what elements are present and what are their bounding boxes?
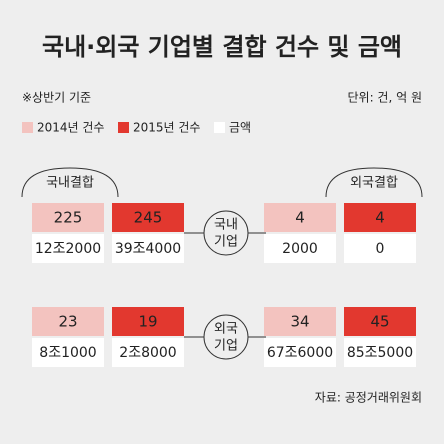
row-label: 외국 <box>214 322 238 337</box>
amount-cell <box>112 234 184 263</box>
amount-cell <box>32 338 104 367</box>
legend-swatch <box>214 122 225 133</box>
source: 자료: 공정거래위원회 <box>315 391 422 405</box>
amount: 8조1000 <box>39 345 96 361</box>
legend-label: 금액 <box>229 121 251 135</box>
count: 19 <box>138 313 157 331</box>
amount: 2조8000 <box>119 345 176 361</box>
amount-cell <box>112 338 184 367</box>
unit: 단위: 건, 억 원 <box>347 91 422 105</box>
legend-swatch <box>22 122 33 133</box>
group-bracket <box>325 167 423 198</box>
amount-cell <box>264 234 336 263</box>
row-label: 기업 <box>214 235 238 250</box>
group-label: 국내결합 <box>46 176 94 191</box>
amount-cell <box>264 338 336 367</box>
group-label: 외국결합 <box>350 176 398 191</box>
amount-cell <box>344 234 416 263</box>
count-cell <box>344 203 416 232</box>
amount-cell <box>32 234 104 263</box>
amount: 2000 <box>282 241 318 257</box>
count-cell <box>112 203 184 232</box>
amount-cell <box>344 338 416 367</box>
count-cell <box>264 307 336 336</box>
note: ※상반기 기준 <box>22 91 91 105</box>
center-circle <box>203 210 249 256</box>
amount: 39조4000 <box>115 241 181 257</box>
row-label: 기업 <box>214 339 238 354</box>
amount: 67조6000 <box>267 345 333 361</box>
count: 23 <box>58 313 77 331</box>
count: 225 <box>54 209 83 227</box>
count-cell <box>32 203 104 232</box>
count-cell <box>32 307 104 336</box>
legend-swatch <box>118 122 129 133</box>
count-cell <box>264 203 336 232</box>
count: 4 <box>375 209 385 227</box>
center-circle <box>203 314 249 360</box>
amount: 12조2000 <box>35 241 101 257</box>
legend-label: 2014년 건수 <box>37 121 104 135</box>
count-cell <box>112 307 184 336</box>
row-label: 국내 <box>214 218 238 233</box>
title: 국내·외국 기업별 결합 건수 및 금액 <box>42 33 402 61</box>
group-bracket <box>21 167 119 198</box>
count-cell <box>344 307 416 336</box>
amount: 0 <box>376 241 385 257</box>
count: 34 <box>290 313 309 331</box>
legend-label: 2015년 건수 <box>133 121 200 135</box>
count: 245 <box>134 209 163 227</box>
count: 45 <box>370 313 389 331</box>
amount: 85조5000 <box>347 345 413 361</box>
count: 4 <box>295 209 305 227</box>
